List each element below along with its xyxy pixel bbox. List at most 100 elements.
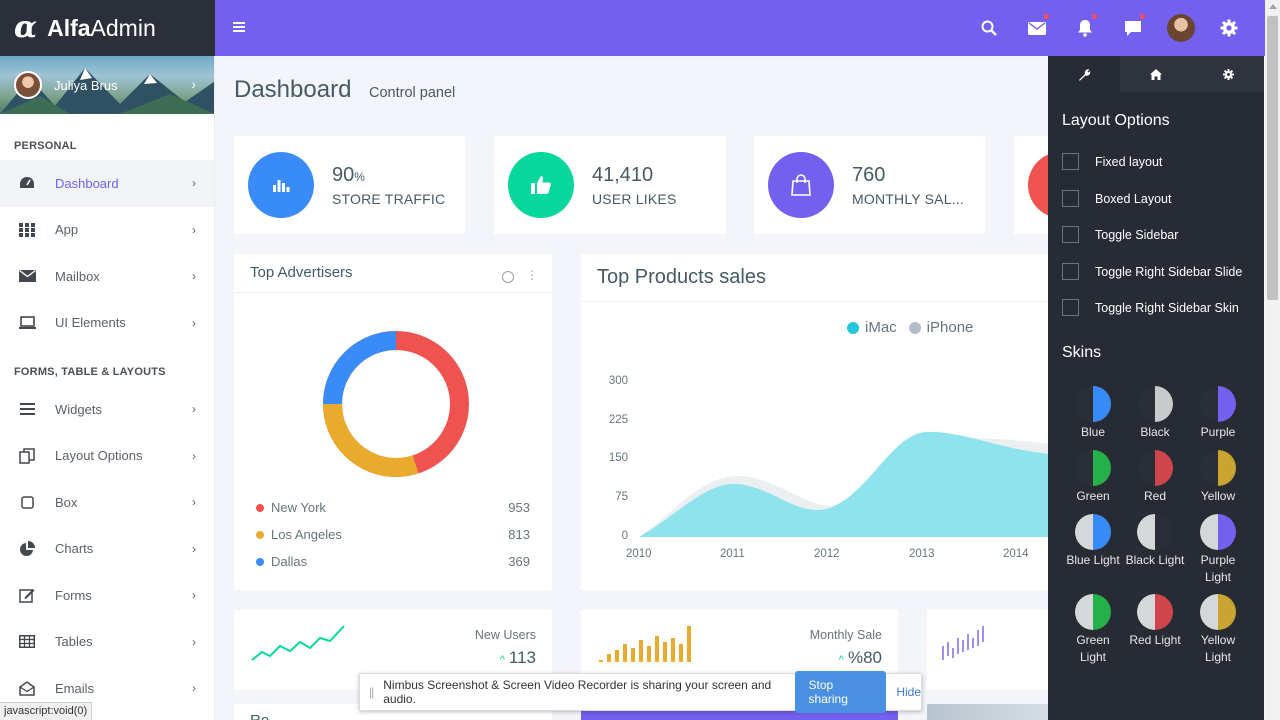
drag-handle-icon[interactable]: || xyxy=(369,685,374,699)
skin-swatch xyxy=(1137,450,1173,486)
x-tick: 2013 xyxy=(909,548,935,560)
shopping-bag-icon xyxy=(768,152,834,218)
hamburger-menu-icon[interactable] xyxy=(233,19,245,36)
sidebar-item-box[interactable]: Box › xyxy=(0,479,214,526)
skin-swatch xyxy=(1075,386,1111,422)
sidebar-item-ui-elements[interactable]: UI Elements › xyxy=(0,300,214,347)
skin-option-purple[interactable]: Purple xyxy=(1188,386,1248,441)
sidebar-item-app[interactable]: App › xyxy=(0,207,214,254)
chevron-right-icon: › xyxy=(192,588,196,603)
legend-row-dallas: Dallas 369 xyxy=(256,554,530,569)
skin-swatch xyxy=(1200,386,1236,422)
bell-icon[interactable] xyxy=(1061,0,1109,56)
skin-label: Black xyxy=(1140,425,1170,439)
search-icon[interactable] xyxy=(965,0,1013,56)
stat-card-user-likes: 41,410 USER LIKES xyxy=(494,136,726,234)
alpha-logo-icon: α xyxy=(14,10,38,45)
sidebar-item-mailbox[interactable]: Mailbox › xyxy=(0,253,214,300)
skin-swatch xyxy=(1200,450,1236,486)
sidebar-item-dashboard[interactable]: Dashboard › xyxy=(0,160,214,207)
skin-swatch xyxy=(1075,594,1111,630)
scrollbar-thumb[interactable] xyxy=(1267,16,1278,300)
notification-dot xyxy=(1092,14,1097,19)
refresh-circle-icon[interactable] xyxy=(502,271,514,283)
settings-panel: Layout Options Fixed layout Boxed Layout… xyxy=(1048,56,1264,720)
option-toggle-sidebar[interactable]: Toggle Sidebar xyxy=(1062,226,1178,243)
skin-label: Blue xyxy=(1080,425,1106,439)
skin-option-red[interactable]: Red xyxy=(1125,450,1185,505)
status-url: javascript:void(0) xyxy=(0,702,93,720)
skin-option-blue-light[interactable]: Blue Light xyxy=(1063,514,1123,569)
hide-link[interactable]: Hide xyxy=(896,685,921,699)
legend-dot xyxy=(256,503,264,512)
skin-option-yellow-light[interactable]: Yellow Light xyxy=(1188,594,1248,666)
option-toggle-right-sidebar-skin[interactable]: Toggle Right Sidebar Skin xyxy=(1062,299,1239,316)
avatar xyxy=(14,71,42,99)
skin-option-black-light[interactable]: Black Light xyxy=(1125,514,1185,569)
tab-home[interactable] xyxy=(1120,56,1192,92)
mini-card-value: ^ 113 xyxy=(499,648,536,667)
skin-label: Blue Light xyxy=(1066,553,1120,567)
scrollbar[interactable] xyxy=(1265,0,1280,720)
notification-dot xyxy=(1140,14,1145,19)
option-boxed-layout[interactable]: Boxed Layout xyxy=(1062,190,1171,207)
tab-wrench[interactable] xyxy=(1048,56,1120,92)
checkbox[interactable] xyxy=(1062,190,1079,207)
bars-icon xyxy=(18,400,36,418)
brand-logo[interactable]: α AlfaAdmin xyxy=(0,0,215,56)
user-name: Juliya Brus xyxy=(54,77,118,93)
skin-option-black[interactable]: Black xyxy=(1125,386,1185,441)
sidebar-item-widgets[interactable]: Widgets › xyxy=(0,386,214,433)
skin-label: Green xyxy=(1076,489,1110,503)
skin-option-red-light[interactable]: Red Light xyxy=(1125,594,1185,649)
chevron-right-icon: › xyxy=(192,402,196,417)
sidebar-item-forms[interactable]: Forms › xyxy=(0,572,214,619)
skin-swatch xyxy=(1137,386,1173,422)
tab-settings[interactable] xyxy=(1192,56,1264,92)
checkbox[interactable] xyxy=(1062,299,1079,316)
page-title: Dashboard xyxy=(234,76,352,103)
stop-sharing-button[interactable]: Stop sharing xyxy=(794,671,887,713)
sidebar-item-emails[interactable]: Emails › xyxy=(0,665,214,712)
user-panel[interactable]: Juliya Brus › xyxy=(0,56,214,114)
skin-option-green[interactable]: Green xyxy=(1063,450,1123,505)
mail-icon[interactable] xyxy=(1013,0,1061,56)
sidebar-item-label: Tables xyxy=(55,634,93,650)
more-vertical-icon[interactable]: ⋮ xyxy=(526,268,538,282)
skin-swatch xyxy=(1075,450,1111,486)
home-icon xyxy=(1150,68,1162,80)
skin-option-green-light[interactable]: Green Light xyxy=(1063,594,1123,666)
gear-icon[interactable] xyxy=(1205,0,1253,56)
sidebar-item-charts[interactable]: Charts › xyxy=(0,526,214,573)
x-tick: 2012 xyxy=(814,548,840,560)
sidebar-item-label: Mailbox xyxy=(55,268,100,284)
stat-value: 760 xyxy=(852,163,886,186)
chat-icon[interactable] xyxy=(1109,0,1157,56)
stat-label: STORE TRAFFIC xyxy=(332,190,446,207)
scroll-up-arrow-icon[interactable] xyxy=(1269,4,1277,9)
user-avatar-button[interactable] xyxy=(1157,0,1205,56)
checkbox[interactable] xyxy=(1062,153,1079,170)
option-fixed-layout[interactable]: Fixed layout xyxy=(1062,153,1162,170)
stat-card-store-traffic: 90% STORE TRAFFIC xyxy=(234,136,465,234)
image-card-partial xyxy=(927,704,1048,720)
sidebar-item-layout-options[interactable]: Layout Options › xyxy=(0,433,214,480)
sidebar-item-tables[interactable]: Tables › xyxy=(0,619,214,666)
chevron-right-icon: › xyxy=(192,269,196,284)
checkbox[interactable] xyxy=(1062,263,1079,280)
chevron-right-icon: › xyxy=(191,76,196,92)
settings-tabs xyxy=(1048,56,1264,92)
checkbox[interactable] xyxy=(1062,226,1079,243)
square-icon xyxy=(18,493,36,511)
candlestick-sparkline xyxy=(942,626,984,660)
option-toggle-right-sidebar-slide[interactable]: Toggle Right Sidebar Slide xyxy=(1062,263,1242,280)
chevron-right-icon: › xyxy=(192,176,196,191)
x-tick: 2010 xyxy=(626,548,652,560)
skin-option-blue[interactable]: Blue xyxy=(1063,386,1123,441)
envelope-icon xyxy=(18,267,36,285)
apps-grid-icon xyxy=(18,221,36,239)
stat-value: 41,410 xyxy=(592,163,654,186)
skin-option-purple-light[interactable]: Purple Light xyxy=(1188,514,1248,586)
envelope-open-icon xyxy=(18,679,36,697)
skin-option-yellow[interactable]: Yellow xyxy=(1188,450,1248,505)
